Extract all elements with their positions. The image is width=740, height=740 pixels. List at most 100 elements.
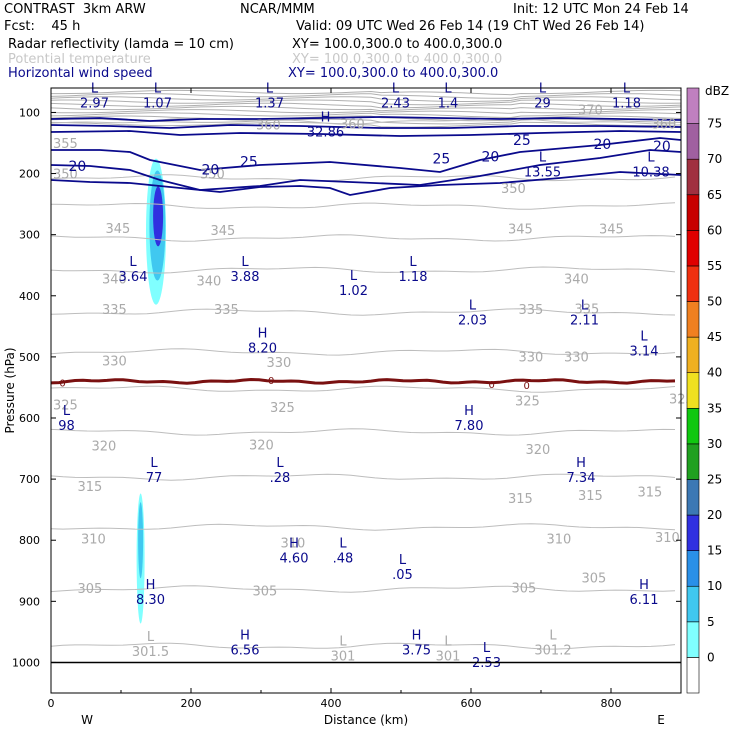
- colorbar-swatch: [686, 87, 700, 124]
- theta-label: 360: [652, 117, 677, 132]
- theta-label: 315: [578, 489, 603, 504]
- colorbar-level-label: 5: [707, 615, 715, 629]
- theta-label: 310: [281, 537, 306, 552]
- extremum-value: 2.03: [458, 313, 487, 328]
- theta-label: 335: [214, 303, 239, 318]
- extremum-value: .05: [392, 568, 413, 583]
- colorbar-swatch: [686, 123, 700, 160]
- theta-contour-upper: [51, 121, 681, 128]
- theta-contour: [51, 523, 676, 531]
- theta-contour-upper: [51, 102, 681, 109]
- extremum-marker: H: [321, 111, 331, 126]
- x-axis-label: Distance (km): [324, 713, 408, 727]
- extremum-value: 3.64: [119, 270, 148, 285]
- y-tick-label: 200: [19, 168, 40, 181]
- reflectivity-cell-15dbz: [153, 186, 164, 247]
- extremum-value: 32.86: [307, 126, 344, 141]
- y-tick-label: 900: [19, 595, 40, 608]
- colorbar-level-label: 55: [707, 259, 722, 273]
- colorbar-level-label: 60: [707, 223, 722, 237]
- theta-contour-upper: [51, 89, 681, 96]
- theta-extremum-marker: L: [549, 628, 557, 643]
- wind-contour: [51, 137, 681, 173]
- theta-label: 305: [78, 582, 103, 597]
- wind-contour: [51, 171, 681, 196]
- extremum-value: .28: [270, 471, 291, 486]
- extremum-marker: L: [399, 553, 407, 568]
- wind-contour: [51, 116, 681, 122]
- reflectivity-fill: [136, 158, 166, 624]
- colorbar-level-label: 75: [707, 117, 722, 131]
- freezing-level-label: 0: [59, 379, 65, 390]
- theta-label: 360: [340, 117, 365, 132]
- theta-label: 355: [53, 137, 78, 152]
- extremum-marker: H: [146, 578, 156, 593]
- extremum-value: 2.97: [80, 96, 109, 111]
- west-label: W: [81, 713, 93, 727]
- extremum-value: 1.18: [612, 96, 641, 111]
- field-reflectivity-name: Radar reflectivity (lamda = 10 cm): [8, 37, 234, 52]
- wind-label: 20: [482, 149, 500, 165]
- theta-label: 340: [102, 273, 127, 288]
- extremum-marker: L: [129, 255, 137, 270]
- theta-contour: [51, 642, 676, 650]
- extremum-value: 29: [534, 96, 551, 111]
- extremum-marker: L: [623, 81, 631, 96]
- extremum-value: 3.75: [402, 643, 431, 658]
- colorbar: dBZ 0 5 10 15 20 25 30 35 40 45 50 55 60 65 70 75: [686, 84, 729, 694]
- x-tick-label: 0: [48, 697, 55, 710]
- theta-label: 305: [512, 581, 537, 596]
- header-valid: Valid: 09 UTC Wed 26 Feb 14 (19 ChT Wed …: [296, 19, 645, 34]
- x-tick-label: 600: [461, 697, 482, 710]
- theta-label: 325: [270, 401, 295, 416]
- extremum-value: 2.53: [472, 656, 501, 671]
- extremum-value: 1.4: [438, 96, 459, 111]
- theta-extremum-marker: L: [339, 634, 347, 649]
- wind-label: 25: [433, 151, 451, 167]
- extremum-marker: H: [412, 628, 422, 643]
- wind-label: 20: [202, 162, 220, 178]
- colorbar-swatch: [686, 301, 700, 338]
- extremum-value: 6.56: [231, 643, 260, 658]
- extremum-value: 3.14: [630, 345, 659, 360]
- wind-contour: [51, 124, 681, 129]
- wind-label: 25: [240, 154, 258, 170]
- colorbar-level-label: 0: [707, 650, 715, 664]
- theta-label: 345: [211, 224, 236, 239]
- extremum-marker: H: [464, 404, 474, 419]
- theta-contour: [51, 348, 676, 356]
- reflectivity-cell-10dbz: [138, 502, 144, 579]
- y-tick-label: 400: [19, 290, 40, 303]
- extremum-value: 1.18: [399, 270, 428, 285]
- wind-label: 20: [653, 139, 671, 155]
- theta-label: 335: [575, 303, 600, 318]
- theta-label: 325: [515, 394, 540, 409]
- y-tick-label: 1000: [12, 656, 40, 669]
- theta-extremum-marker: L: [147, 630, 155, 645]
- y-tick-label: 300: [19, 229, 40, 242]
- wind-contours: [51, 116, 681, 385]
- freezing-level-line: [51, 377, 676, 385]
- freezing-level-label: 0: [524, 381, 530, 392]
- extremum-marker: L: [276, 456, 284, 471]
- extremum-marker: H: [258, 326, 268, 341]
- header-model: CONTRAST 3km ARW: [4, 2, 146, 17]
- theta-label: 345: [106, 222, 131, 237]
- theta-extremum-value: 301: [436, 649, 461, 664]
- extremum-marker: H: [576, 456, 586, 471]
- theta-contour: [51, 473, 676, 481]
- extremum-marker: L: [581, 298, 589, 313]
- extremum-value: 3.88: [231, 270, 260, 285]
- extremum-marker: L: [266, 81, 274, 96]
- colorbar-level-label: 15: [707, 544, 722, 558]
- colorbar-swatch: [686, 479, 700, 516]
- colorbar-level-label: 25: [707, 472, 722, 486]
- theta-contour: [51, 202, 676, 210]
- theta-label: 350: [200, 168, 225, 183]
- theta-label: 370: [578, 103, 603, 118]
- theta-label: 305: [253, 584, 278, 599]
- theta-contour-upper: [51, 93, 681, 99]
- colorbar-swatch: [686, 230, 700, 267]
- extremum-value: 98: [58, 419, 75, 434]
- extremum-marker: H: [240, 628, 250, 643]
